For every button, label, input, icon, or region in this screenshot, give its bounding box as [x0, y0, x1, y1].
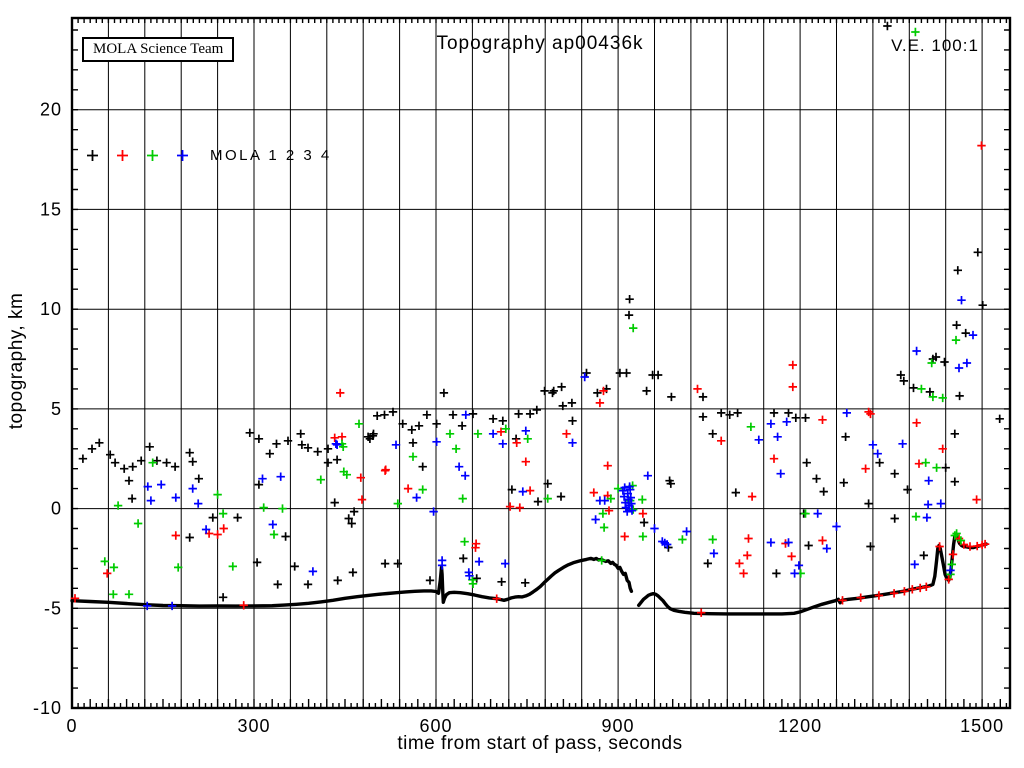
plus-marker-icon [86, 143, 116, 167]
scatter-mola2 [70, 141, 990, 617]
vertical-exaggeration-label: V.E. 100:1 [891, 36, 979, 55]
y-axis-title: topography, km [6, 292, 27, 430]
surface-profile-trace [70, 556, 634, 608]
x-tick-label: 1500 [960, 716, 1004, 736]
y-tick-label: 0 [51, 499, 62, 519]
plus-marker-icon [116, 143, 146, 167]
x-tick-label: 900 [602, 716, 635, 736]
plus-marker-icon [176, 143, 206, 167]
y-tick-label: -5 [44, 598, 62, 618]
scatter-mola3 [100, 27, 966, 599]
x-tick-label: 300 [237, 716, 270, 736]
legend-label: MOLA 1 2 3 4 [210, 146, 332, 164]
chart-title: Topography ap00436k [436, 33, 644, 54]
y-tick-label: 20 [40, 100, 62, 120]
y-tick-label: 10 [40, 299, 62, 319]
y-tick-label: -10 [33, 698, 62, 718]
legend: MOLA 1 2 3 4 [86, 143, 332, 167]
y-tick-label: 5 [51, 399, 62, 419]
plus-marker-icon [146, 143, 176, 167]
x-tick-label: 0 [66, 716, 77, 736]
x-tick-label: 1200 [778, 716, 822, 736]
x-axis-title: time from start of pass, seconds [397, 733, 683, 754]
plot-border [70, 16, 1012, 710]
x-tick-label: 600 [420, 716, 453, 736]
y-tick-label: 15 [40, 199, 62, 219]
grid-lines [72, 18, 1010, 708]
axis-ticks [72, 18, 1010, 709]
science-team-box: MOLA Science Team [82, 37, 235, 62]
scatter-mola4 [143, 296, 978, 611]
